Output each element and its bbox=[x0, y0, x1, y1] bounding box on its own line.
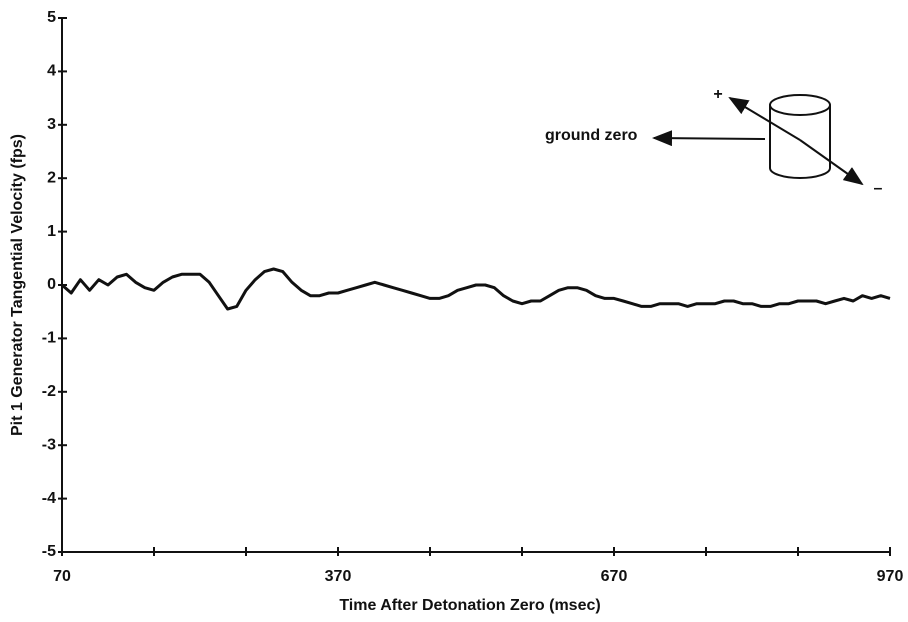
y-tick-label: 5 bbox=[47, 9, 56, 26]
y-tick-label: -5 bbox=[42, 543, 56, 560]
annotation: + bbox=[713, 86, 722, 103]
y-tick-label: 0 bbox=[47, 276, 56, 293]
inset-diagram: ground zero + – bbox=[545, 86, 883, 197]
x-tick-label: 670 bbox=[601, 568, 628, 585]
plus-arrow bbox=[728, 96, 801, 141]
cylinder-body bbox=[769, 105, 831, 179]
x-tick-label: 70 bbox=[53, 568, 71, 585]
x-axis-title: Time After Detonation Zero (msec) bbox=[339, 597, 600, 614]
data-line bbox=[61, 267, 891, 311]
y-tick-label: -1 bbox=[42, 330, 56, 347]
y-tick-label: 3 bbox=[47, 116, 56, 133]
y-tick-label: -4 bbox=[42, 490, 56, 507]
annotation: – bbox=[874, 180, 883, 197]
annotation: ground zero bbox=[545, 127, 638, 144]
x-tick-label: 970 bbox=[877, 568, 904, 585]
y-tick-label: -2 bbox=[42, 383, 56, 400]
minus-arrow bbox=[799, 139, 864, 186]
y-tick-label: 2 bbox=[47, 169, 56, 186]
ground-zero-arrow bbox=[652, 130, 766, 147]
y-tick-label: 1 bbox=[47, 223, 56, 240]
cylinder-top bbox=[769, 94, 831, 116]
y-axis-title: Pit 1 Generator Tangential Velocity (fps… bbox=[9, 134, 26, 436]
y-tick-label: -3 bbox=[42, 436, 56, 453]
x-tick-label: 370 bbox=[325, 568, 352, 585]
y-tick-label: 4 bbox=[47, 63, 56, 80]
